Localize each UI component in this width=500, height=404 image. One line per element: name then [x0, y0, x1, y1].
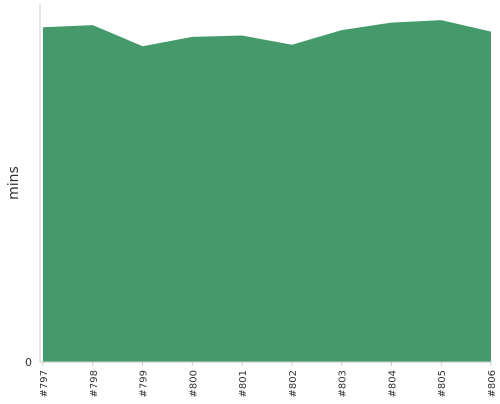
x-tick-label: #805	[437, 370, 448, 397]
x-axis-ticks: #797 #798 #799 #800 #801 #802 #803 #804 #805 #806	[39, 362, 498, 397]
y-axis-label: mins	[6, 166, 22, 200]
x-tick-label: #803	[338, 370, 349, 397]
x-tick-label: #806	[487, 370, 498, 397]
area-series	[43, 20, 491, 362]
plot-area	[43, 20, 491, 362]
x-tick-label: #799	[139, 370, 150, 397]
x-tick-label: #801	[238, 370, 249, 397]
x-tick-label: #804	[387, 370, 398, 397]
x-tick-label: #798	[89, 370, 100, 397]
y-tick-label: 0	[25, 356, 32, 369]
x-tick-label: #797	[39, 370, 50, 397]
x-tick-label: #802	[288, 370, 299, 397]
x-tick-label: #800	[188, 370, 199, 397]
